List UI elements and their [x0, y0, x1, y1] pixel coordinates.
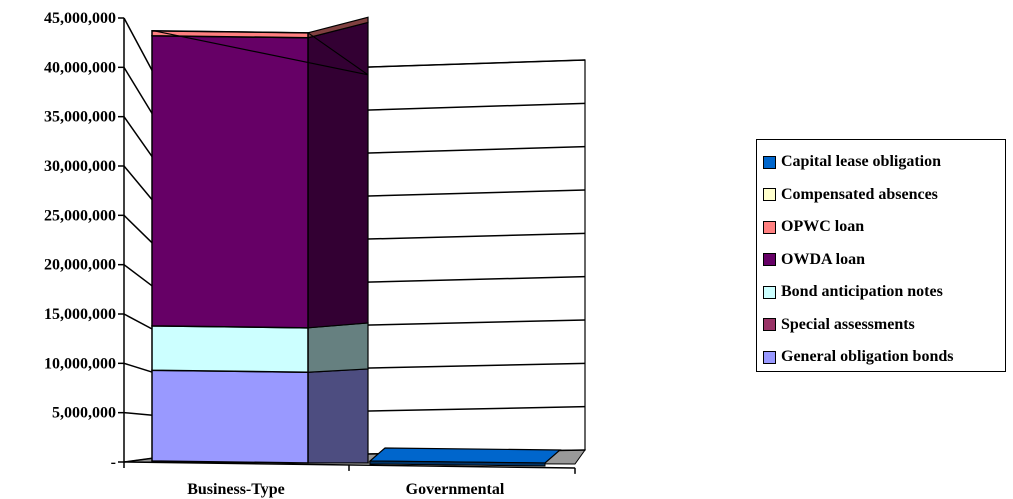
side-gridline	[123, 362, 155, 374]
side-gridline	[123, 313, 155, 331]
y-tick-label: 25,000,000	[44, 207, 116, 224]
legend-swatch	[763, 188, 776, 202]
y-tick-label: -	[111, 454, 116, 471]
side-gridline	[123, 116, 155, 160]
y-tick-label: 20,000,000	[44, 257, 116, 274]
legend-item: General obligation bonds	[763, 341, 1005, 374]
stacked-bar-chart: - 5,000,000 10,000,000 15,000,000 20,000,000…	[44, 10, 586, 498]
legend-swatch	[763, 253, 776, 267]
y-tick-label: 45,000,000	[44, 10, 116, 27]
legend-swatch	[763, 350, 776, 364]
y-tick-label: 5,000,000	[52, 405, 116, 422]
bar-segment-bond-anticipation-notes	[151, 325, 309, 373]
side-gridline	[123, 17, 155, 75]
legend-label: Special assessments	[781, 315, 915, 333]
legend-label: Compensated absences	[781, 185, 938, 203]
bars	[151, 16, 562, 467]
legend-item: OWDA loan	[763, 244, 1005, 277]
legend: Capital lease obligation Compensated abse…	[756, 139, 1006, 372]
bar-side-general-obligation-bonds	[307, 368, 369, 464]
legend-swatch	[763, 285, 776, 299]
legend-label: OWDA loan	[781, 250, 866, 268]
x-category-labels: Business-Type Governmental	[187, 481, 505, 498]
y-tick-label: 10,000,000	[44, 355, 116, 372]
x-category-label: Governmental	[406, 481, 505, 498]
side-gridline	[123, 411, 155, 417]
legend-label: Capital lease obligation	[781, 153, 942, 171]
x-category-label: Business-Type	[187, 481, 285, 498]
side-gridline	[123, 264, 155, 288]
side-gridline	[123, 66, 155, 118]
legend-label: Bond anticipation notes	[781, 283, 943, 301]
legend-swatch	[763, 220, 776, 234]
legend-item: Special assessments	[763, 309, 1005, 342]
legend-label: OPWC loan	[781, 218, 865, 236]
bar-front-capital-lease-obligation	[369, 460, 546, 467]
y-tick-label: 15,000,000	[44, 306, 116, 323]
legend-item: Bond anticipation notes	[763, 276, 1005, 309]
bar-segment-owda-loan	[151, 34, 309, 329]
legend-swatch	[763, 155, 776, 169]
y-tick-label: 40,000,000	[44, 59, 116, 76]
legend-item: Capital lease obligation	[763, 146, 1005, 179]
y-tick-label: 30,000,000	[44, 158, 116, 175]
legend-item: OPWC loan	[763, 211, 1005, 244]
legend-swatch	[763, 318, 776, 332]
legend-label: General obligation bonds	[781, 348, 954, 366]
side-gridline	[123, 165, 155, 203]
bar-segment-general-obligation-bonds	[151, 369, 309, 464]
bar-top-outline	[151, 30, 369, 76]
bar-side-bond-anticipation-notes	[307, 322, 369, 373]
side-gridline	[123, 214, 155, 246]
legend-item: Compensated absences	[763, 179, 1005, 212]
bar-segment-capital-lease-obligation	[368, 447, 562, 464]
y-tick-labels: - 5,000,000 10,000,000 15,000,000 20,000,000…	[44, 10, 116, 471]
axes	[118, 17, 576, 474]
y-tick-label: 35,000,000	[44, 109, 116, 126]
